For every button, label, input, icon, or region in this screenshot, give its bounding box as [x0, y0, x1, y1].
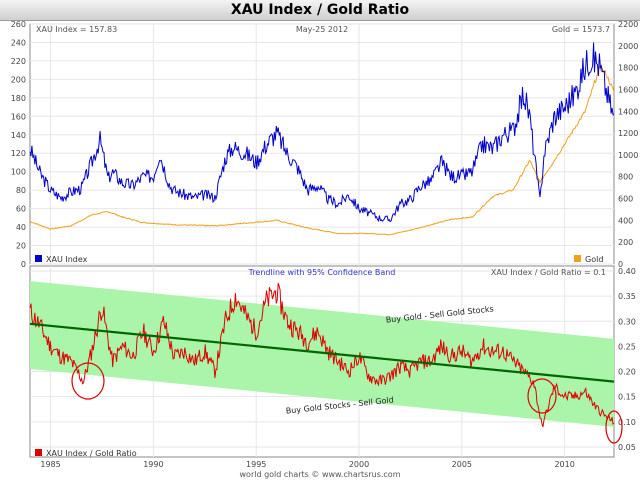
xau-legend-swatch — [35, 255, 42, 262]
circle-2012-low — [605, 410, 623, 444]
y-left-tick-label: 260 — [11, 20, 26, 29]
y-right-tick-label: 0.20 — [618, 368, 636, 377]
y-left-tick-label: 100 — [11, 168, 26, 177]
top-right-axis: 0 200 400 600 800 1000 1200 1400 1600 1800 2000 220… — [618, 20, 638, 269]
x-tick-label: 2000 — [349, 460, 369, 469]
ratio-legend-swatch — [35, 449, 42, 456]
xau-value-label: XAU Index = 157.83 — [36, 25, 117, 34]
y-right-tick-label: 1600 — [618, 85, 638, 94]
y-right-tick-label: 1200 — [618, 129, 638, 138]
y-right-tick-label: 1400 — [618, 107, 638, 116]
x-tick-label: 2005 — [452, 460, 472, 469]
y-right-tick-label: 200 — [618, 238, 633, 247]
y-left-tick-label: 140 — [11, 131, 26, 140]
gold-value-label: Gold = 1573.7 — [552, 25, 610, 34]
y-right-tick-label: 800 — [618, 173, 633, 182]
y-left-tick-label: 160 — [11, 112, 26, 121]
top-series — [29, 42, 615, 236]
y-right-tick-label: 0.25 — [618, 342, 636, 351]
y-right-tick-label: 0.15 — [618, 393, 636, 402]
y-left-tick-label: 20 — [16, 242, 26, 251]
y-left-tick-label: 120 — [11, 149, 26, 158]
x-tick-label: 1985 — [40, 460, 60, 469]
confidence-band — [30, 281, 614, 427]
ratio-line — [29, 283, 615, 428]
y-left-tick-label: 200 — [11, 75, 26, 84]
date-label: May-25 2012 — [296, 25, 348, 34]
y-left-tick-label: 60 — [16, 205, 26, 214]
x-tick-label: 1995 — [246, 460, 266, 469]
y-left-tick-label: 0 — [21, 260, 26, 269]
trendline — [29, 322, 615, 383]
bottom-series — [29, 283, 615, 428]
y-right-tick-label: 0.10 — [618, 418, 636, 427]
y-left-tick-label: 220 — [11, 57, 26, 66]
circle-2008-low — [527, 378, 557, 414]
top-left-axis: 0 20 40 60 80 100 120 140 160 180 200 220 240 260 — [11, 20, 26, 269]
chart-title: XAU Index / Gold Ratio — [0, 0, 640, 21]
xau-legend-label: XAU Index — [46, 255, 88, 264]
circle-1986-low — [71, 362, 105, 400]
gold-legend-swatch — [574, 255, 581, 262]
y-left-tick-label: 80 — [16, 186, 26, 195]
footer-credit: world gold charts © www.chartsrus.com — [240, 470, 401, 479]
top-grid — [30, 23, 614, 265]
y-right-tick-label: 2000 — [618, 42, 638, 51]
y-right-tick-label: 1000 — [618, 151, 638, 160]
top-panel: 0 20 40 60 80 100 120 140 160 180 200 220 240 260 0 20… — [11, 20, 639, 269]
y-right-tick-label: 1800 — [618, 64, 638, 73]
y-left-tick-label: 180 — [11, 94, 26, 103]
bottom-panel: 0.05 0.10 0.15 0.20 0.25 0.30 0.35 0.40 Trendli… — [29, 265, 636, 458]
y-left-tick-label: 40 — [16, 223, 26, 232]
x-tick-label: 2010 — [554, 460, 574, 469]
ratio-legend-label: XAU Index / Gold Ratio — [46, 449, 137, 458]
y-right-tick-label: 400 — [618, 216, 633, 225]
x-tick-label: 1990 — [143, 460, 163, 469]
trendline-caption: Trendline with 95% Confidence Band — [248, 268, 396, 277]
y-right-tick-label: 0.30 — [618, 317, 636, 326]
y-right-tick-label: 0 — [618, 260, 623, 269]
gold-legend-label: Gold — [585, 255, 603, 264]
x-axis: 1985 1990 1995 2000 2005 2010 — [40, 460, 574, 469]
ratio-value-label: XAU Index / Gold Ratio = 0.1 — [491, 268, 606, 277]
y-left-tick-label: 240 — [11, 38, 26, 47]
y-right-tick-label: 0.40 — [618, 267, 636, 276]
bottom-right-axis: 0.05 0.10 0.15 0.20 0.25 0.30 0.35 0.40 — [618, 267, 636, 452]
y-right-tick-label: 0.05 — [618, 443, 636, 452]
y-right-tick-label: 0.35 — [618, 292, 636, 301]
y-right-tick-label: 2200 — [618, 20, 638, 29]
y-right-tick-label: 600 — [618, 195, 633, 204]
xau-line — [29, 42, 615, 223]
top-plot-area — [29, 23, 615, 265]
gold-line — [29, 64, 615, 236]
